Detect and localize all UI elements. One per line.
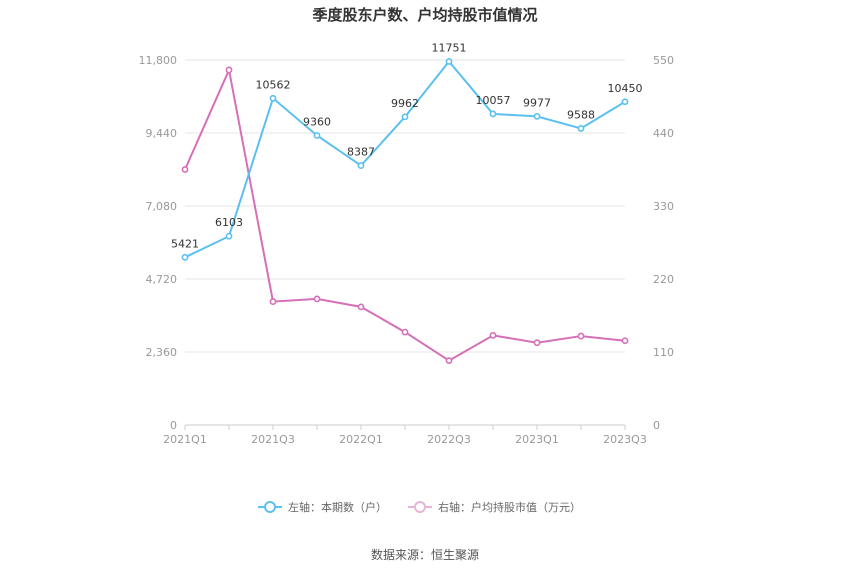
data-point-right [269,298,277,305]
data-label: 9360 [303,115,331,128]
left-tick-label: 4,720 [146,273,178,286]
chart-title: 季度股东户数、户均持股市值情况 [312,6,537,24]
x-tick-label: 2021Q1 [163,433,207,446]
right-tick-label: 220 [653,273,674,286]
data-label: 11751 [432,42,467,55]
data-point-left [445,58,453,65]
data-point-right [225,66,233,74]
data-label: 9588 [567,108,595,121]
data-label: 10562 [256,78,291,91]
data-point-left [225,232,233,240]
right-tick-label: 0 [653,419,660,432]
legend-label-left-series: 左轴：本期数（户） [288,500,387,514]
data-point-left [313,132,321,139]
data-label: 5421 [171,237,199,250]
x-tick-label: 2023Q1 [515,433,559,446]
left-tick-label: 11,800 [139,54,178,67]
data-point-right [577,332,585,340]
left-tick-label: 2,360 [146,346,178,359]
data-point-right [313,295,321,303]
left-axis: 0 2,360 4,720 7,080 9,440 11,800 [139,54,178,432]
right-tick-label: 550 [653,54,674,67]
legend-swatch-marker [414,501,426,513]
data-point-left [181,253,189,261]
right-tick-label: 330 [653,200,674,213]
legend: 左轴：本期数（户） 右轴：户均持股市值（万元） [258,500,581,514]
data-point-left [489,110,497,118]
data-label: 9977 [523,96,551,109]
left-tick-label: 7,080 [146,200,178,213]
data-point-left [357,162,365,169]
data-label: 9962 [391,97,419,110]
data-point-right [489,332,497,339]
data-point-right [401,328,409,336]
legend-label-right-series: 右轴：户均持股市值（万元） [438,500,581,514]
x-tick-label: 2022Q1 [339,433,383,446]
left-tick-label: 0 [170,419,177,432]
data-point-right [181,166,189,173]
left-tick-label: 9,440 [146,127,178,140]
series-line-left [184,59,626,259]
data-point-left [269,94,277,102]
right-tick-label: 110 [653,346,674,359]
legend-item-right-series[interactable]: 右轴：户均持股市值（万元） [408,500,581,514]
data-label: 10450 [608,82,643,95]
right-tick-label: 440 [653,127,674,140]
data-point-left [577,125,585,132]
x-tick-label: 2022Q3 [427,433,471,446]
data-point-left [533,112,541,120]
data-point-left [621,98,629,106]
legend-swatch-marker [264,501,276,513]
data-point-left [401,113,409,121]
gridlines [185,59,625,353]
legend-item-left-series[interactable]: 左轴：本期数（户） [258,500,387,514]
data-point-right [533,339,541,347]
data-point-right [445,357,453,365]
x-tick-label: 2021Q3 [251,433,295,446]
data-label: 6103 [215,216,243,229]
data-point-right [621,337,629,345]
series-layer: 5421 6103 10562 9360 8387 9962 11751 10057 9977 9… [171,42,643,365]
source-text: 数据来源：恒生聚源 [371,547,479,562]
right-axis: 0 110 220 330 440 550 [653,54,674,432]
data-point-right [357,303,365,311]
data-label: 8387 [347,146,375,159]
data-label: 10057 [476,94,511,107]
x-tick-label: 2023Q3 [603,433,647,446]
x-axis: 2021Q1 2021Q3 2022Q1 2022Q3 2023Q1 2023Q3 [163,424,647,446]
